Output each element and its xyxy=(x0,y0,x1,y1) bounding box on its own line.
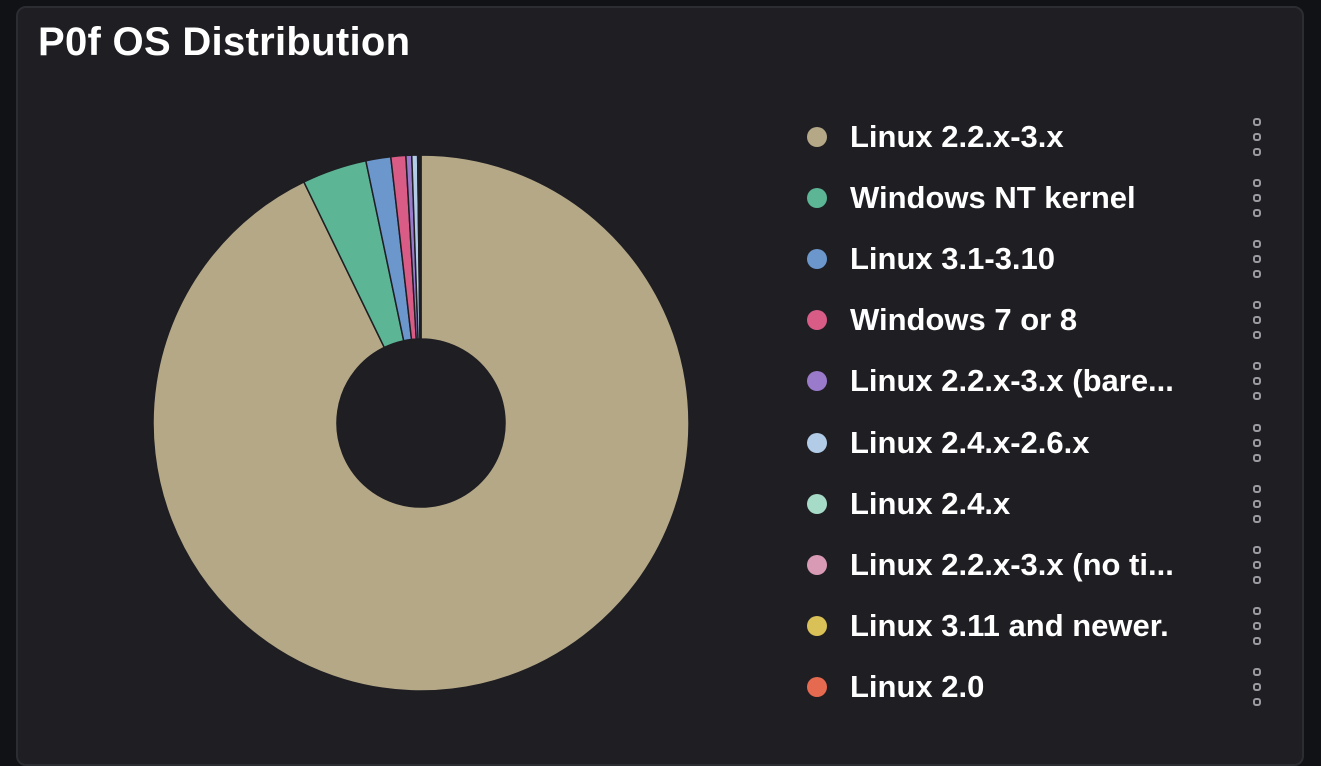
panel-title: P0f OS Distribution xyxy=(38,20,411,64)
legend-swatch xyxy=(807,554,827,575)
legend-item[interactable]: Windows NT kernel xyxy=(798,167,1268,228)
legend-label: Linux 2.2.x-3.x (no ti... xyxy=(850,546,1174,582)
more-options-icon[interactable] xyxy=(1250,301,1264,340)
legend-item[interactable]: Linux 3.11 and newer. xyxy=(798,596,1268,657)
legend-item[interactable]: Linux 2.4.x xyxy=(798,473,1268,534)
legend-item[interactable]: Linux 3.1-3.10 xyxy=(798,228,1268,289)
pie-slice[interactable] xyxy=(419,154,422,340)
legend-swatch xyxy=(807,371,827,392)
legend-swatch xyxy=(807,677,827,698)
legend-swatch xyxy=(807,616,827,637)
more-options-icon[interactable] xyxy=(1250,178,1264,217)
legend-label: Linux 2.2.x-3.x (bare... xyxy=(850,363,1174,399)
legend-item[interactable]: Linux 2.0 xyxy=(798,657,1268,718)
more-options-icon[interactable] xyxy=(1250,484,1264,523)
legend-label: Linux 2.4.x-2.6.x xyxy=(850,424,1090,460)
legend-swatch xyxy=(807,126,827,147)
legend-swatch xyxy=(807,310,827,331)
legend-swatch xyxy=(807,432,827,453)
more-options-icon[interactable] xyxy=(1250,423,1264,462)
legend-item[interactable]: Linux 2.2.x-3.x xyxy=(798,106,1268,167)
legend-label: Linux 2.0 xyxy=(850,669,985,705)
legend-swatch xyxy=(807,248,827,269)
legend-label: Windows NT kernel xyxy=(850,179,1136,215)
legend-swatch xyxy=(807,493,827,514)
chart-legend: Linux 2.2.x-3.x Windows NT kernel Linux 3.… xyxy=(798,106,1268,718)
legend-label: Linux 3.1-3.10 xyxy=(850,240,1056,276)
legend-item[interactable]: Windows 7 or 8 xyxy=(798,290,1268,351)
legend-item[interactable]: Linux 2.2.x-3.x (no ti... xyxy=(798,534,1268,595)
donut-chart xyxy=(152,154,690,692)
legend-label: Windows 7 or 8 xyxy=(850,302,1078,338)
more-options-icon[interactable] xyxy=(1250,545,1264,584)
pie-slice[interactable] xyxy=(152,154,690,692)
legend-swatch xyxy=(807,187,827,208)
chart-panel: P0f OS Distribution Linux 2.2.x-3.x Windo… xyxy=(16,6,1304,766)
legend-label: Linux 3.11 and newer. xyxy=(850,608,1169,644)
more-options-icon[interactable] xyxy=(1250,117,1264,156)
more-options-icon[interactable] xyxy=(1250,607,1264,646)
more-options-icon[interactable] xyxy=(1250,362,1264,401)
legend-label: Linux 2.4.x xyxy=(850,485,1011,521)
legend-item[interactable]: Linux 2.4.x-2.6.x xyxy=(798,412,1268,473)
legend-label: Linux 2.2.x-3.x xyxy=(850,118,1064,154)
legend-item[interactable]: Linux 2.2.x-3.x (bare... xyxy=(798,351,1268,412)
more-options-icon[interactable] xyxy=(1250,239,1264,278)
more-options-icon[interactable] xyxy=(1250,668,1264,707)
